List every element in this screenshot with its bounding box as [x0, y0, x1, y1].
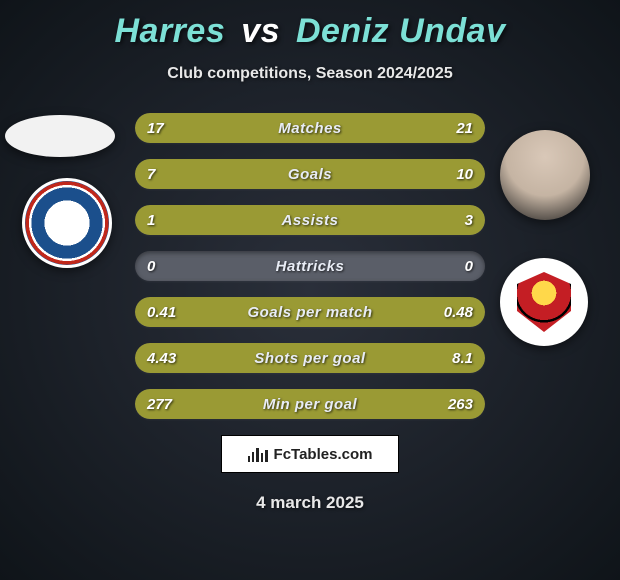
stat-row: 00Hattricks [135, 251, 485, 281]
stat-label: Min per goal [135, 389, 485, 419]
player1-club-crest [22, 178, 112, 268]
stat-row: 1721Matches [135, 113, 485, 143]
stat-label: Goals [135, 159, 485, 189]
logo-bars-icon [248, 446, 268, 462]
stat-label: Shots per goal [135, 343, 485, 373]
comparison-date: 4 march 2025 [0, 493, 620, 513]
stat-row: 4.438.1Shots per goal [135, 343, 485, 373]
vs-label: vs [241, 12, 280, 50]
player2-name: Deniz Undav [296, 12, 506, 50]
player2-club-crest [500, 258, 588, 346]
player1-avatar [5, 115, 115, 157]
stat-label: Matches [135, 113, 485, 143]
comparison-title: Harres vs Deniz Undav [0, 0, 620, 51]
stat-label: Assists [135, 205, 485, 235]
stat-label: Hattricks [135, 251, 485, 281]
stat-row: 0.410.48Goals per match [135, 297, 485, 327]
stat-row: 277263Min per goal [135, 389, 485, 419]
stat-row: 710Goals [135, 159, 485, 189]
fctables-logo: FcTables.com [221, 435, 399, 473]
stat-row: 13Assists [135, 205, 485, 235]
stats-container: 1721Matches 710Goals 13Assists 00Hattricks 0… [135, 113, 485, 419]
player1-name: Harres [114, 12, 225, 50]
stat-label: Goals per match [135, 297, 485, 327]
player2-avatar [500, 130, 590, 220]
logo-text: FcTables.com [274, 446, 373, 463]
subtitle: Club competitions, Season 2024/2025 [0, 65, 620, 83]
